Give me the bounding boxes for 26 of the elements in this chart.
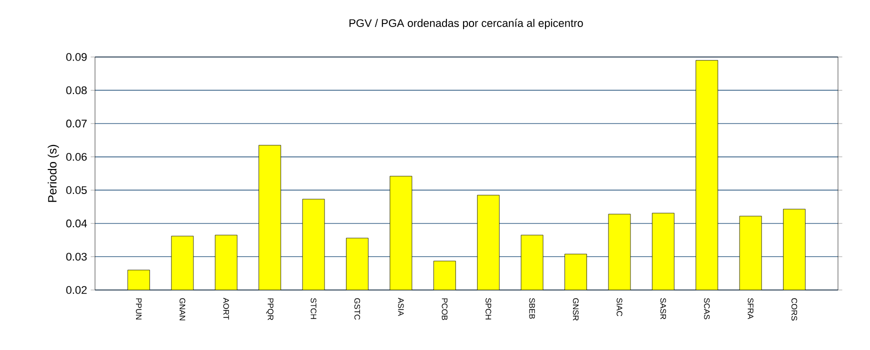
- y-tick-label: 0.06: [66, 152, 87, 161]
- x-tick-label: PPUN: [136, 298, 142, 320]
- x-tick-label: SFRA: [748, 298, 754, 320]
- y-tick-label: 0.08: [66, 86, 87, 94]
- x-tick-label: AORT: [223, 298, 229, 320]
- x-tick-label: ASIA: [398, 298, 404, 316]
- x-tick-label: PPQR: [266, 298, 274, 320]
- y-tick-label: 0.02: [66, 286, 87, 294]
- x-tick-label: STCH: [310, 298, 316, 319]
- x-tick-label: SIAC: [616, 298, 622, 316]
- x-tick-label: SBEB: [529, 298, 535, 319]
- y-tick-label: 0.03: [66, 252, 87, 261]
- x-tick-label: GNAN: [180, 298, 186, 320]
- y-axis-title: Periodo (s): [48, 144, 59, 202]
- chart-title: PGV / PGA ordenadas por cercanía al epicentro: [350, 18, 583, 30]
- x-tick-label: GSTC: [354, 298, 360, 320]
- y-tick-label: 0.05: [66, 186, 87, 194]
- y-tick-label: 0.04: [66, 220, 87, 228]
- x-tick-label: SCAS: [704, 298, 710, 320]
- x-tick-label: CORS: [791, 298, 798, 321]
- x-tick-label: GNSR: [572, 298, 579, 321]
- x-tick-label: SPCH: [486, 298, 492, 320]
- x-tick-label: PCOB: [442, 298, 448, 320]
- y-tick-label: 0.07: [66, 120, 87, 128]
- y-tick-label: 0.09: [66, 53, 87, 61]
- x-tick-label: SASR: [660, 298, 666, 320]
